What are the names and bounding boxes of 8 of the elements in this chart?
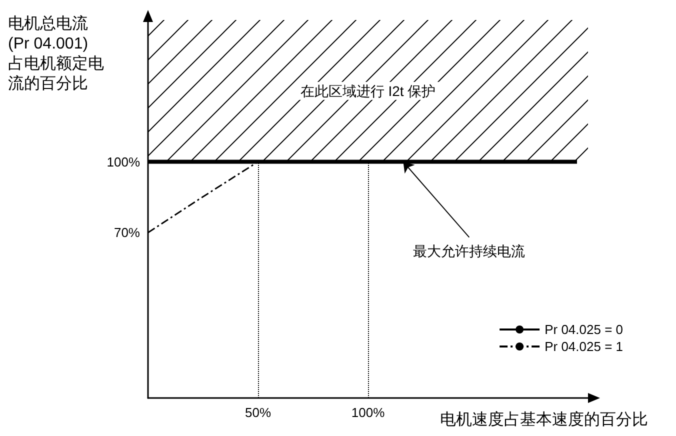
- y-axis-title: 电机总电流 (Pr 04.001) 占电机额定电流的百分比: [8, 14, 104, 92]
- legend-label: Pr 04.025 = 0: [544, 322, 624, 337]
- y-tick-label: 70%: [114, 225, 140, 240]
- legend-label: Pr 04.025 = 1: [544, 339, 624, 354]
- x-axis-title: 电机速度占基本速度的百分比: [440, 410, 648, 428]
- x-tick-label: 50%: [244, 405, 272, 420]
- annotation: 最大允许持续电流: [413, 242, 526, 259]
- band-label: 在此区域进行 I2t 保护: [300, 82, 436, 99]
